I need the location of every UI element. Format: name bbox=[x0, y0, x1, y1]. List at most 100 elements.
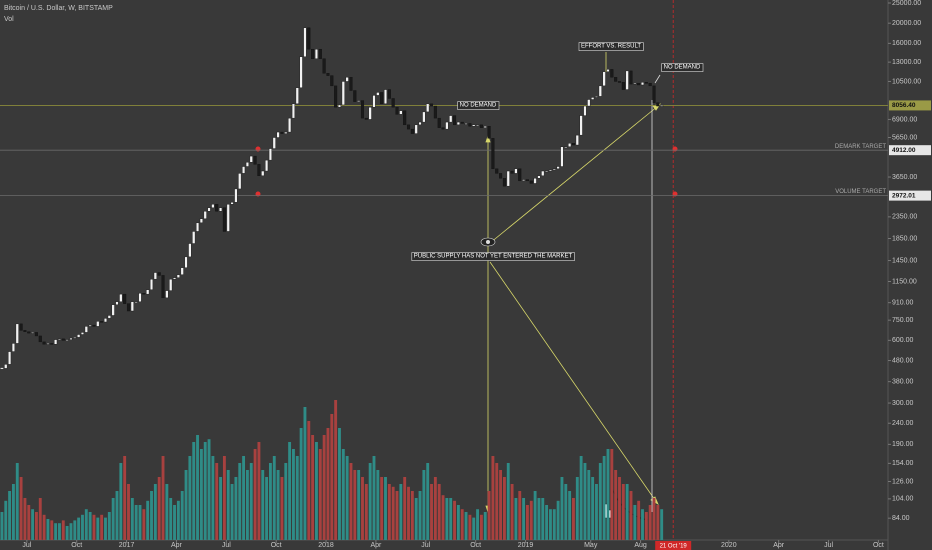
volume-bar bbox=[245, 470, 249, 540]
volume-bar bbox=[292, 449, 295, 540]
candle-body bbox=[433, 105, 437, 119]
candle-body bbox=[207, 207, 211, 212]
level-label: 4912.00 bbox=[892, 147, 916, 154]
candle-body bbox=[575, 134, 579, 146]
volume-bar bbox=[525, 505, 529, 540]
candle-body bbox=[119, 293, 123, 302]
volume-bar bbox=[453, 500, 456, 540]
y-tick-label: 20000.00 bbox=[892, 20, 921, 27]
volume-bar bbox=[107, 512, 111, 540]
x-tick-label: Aug bbox=[634, 542, 647, 549]
volume-bar bbox=[288, 442, 292, 540]
candle-body bbox=[199, 218, 203, 224]
volume-bar bbox=[499, 470, 503, 540]
volume-bar bbox=[641, 509, 644, 540]
volume-bar bbox=[602, 456, 606, 540]
candle-body bbox=[610, 69, 614, 78]
candle-body bbox=[395, 106, 399, 115]
volume-bar bbox=[545, 505, 549, 540]
annotation-box bbox=[411, 252, 575, 261]
candle-body bbox=[299, 56, 303, 88]
volume-bar bbox=[518, 491, 522, 540]
volume-bar bbox=[334, 400, 338, 540]
y-tick-label: 480.00 bbox=[892, 357, 914, 364]
candle-body bbox=[88, 324, 92, 327]
volume-bar bbox=[637, 500, 641, 540]
volume-bar bbox=[618, 477, 621, 540]
volume-bar bbox=[568, 491, 572, 540]
candle-body bbox=[660, 105, 664, 107]
candle-body bbox=[107, 315, 111, 319]
volume-bar bbox=[606, 449, 610, 540]
volume-bar bbox=[153, 484, 157, 540]
volume-bar bbox=[311, 435, 315, 540]
candle-body bbox=[453, 115, 457, 126]
candle-body bbox=[46, 343, 50, 345]
y-tick-label: 13000.00 bbox=[892, 59, 921, 66]
candle-body bbox=[230, 202, 234, 205]
candle-body bbox=[483, 126, 487, 128]
candles bbox=[0, 27, 664, 369]
volume-bar bbox=[353, 470, 357, 540]
candle-body bbox=[525, 179, 529, 182]
candle-body bbox=[410, 128, 414, 134]
candle-body bbox=[476, 124, 480, 127]
candle-body bbox=[215, 204, 219, 212]
volume-bar bbox=[318, 449, 322, 540]
volume-bar bbox=[364, 484, 368, 540]
candle-body bbox=[464, 123, 468, 125]
volume-bar bbox=[422, 470, 426, 540]
candle-body bbox=[126, 303, 131, 312]
volume-bar bbox=[349, 463, 353, 540]
candle-body bbox=[234, 188, 238, 203]
volume-bar bbox=[652, 498, 656, 540]
candle-body bbox=[568, 143, 572, 147]
volume-bar bbox=[445, 498, 449, 540]
candle-body bbox=[157, 272, 161, 276]
candle-body bbox=[594, 96, 599, 98]
volume-bar bbox=[426, 463, 430, 540]
volume-bar bbox=[123, 456, 127, 540]
x-tick-label: 2018 bbox=[318, 542, 334, 549]
arrow-line bbox=[489, 261, 656, 501]
x-tick-label: Oct bbox=[873, 542, 884, 549]
volume-bar bbox=[479, 514, 483, 540]
volume-bar bbox=[130, 498, 134, 540]
volume-bar bbox=[533, 491, 537, 540]
volume-bar bbox=[464, 512, 468, 540]
volume-bar bbox=[226, 470, 230, 540]
volume-bar bbox=[272, 456, 276, 540]
x-tick-label: Apr bbox=[171, 542, 183, 549]
volume-bar bbox=[92, 514, 96, 540]
level-tag bbox=[889, 100, 931, 111]
x-tick-label: 2017 bbox=[119, 542, 135, 549]
volume-bar bbox=[242, 456, 246, 540]
volume-bar bbox=[4, 500, 8, 540]
volume-bar bbox=[372, 456, 376, 540]
candle-body bbox=[422, 111, 426, 123]
candle-body bbox=[487, 126, 491, 139]
volume-bar bbox=[104, 517, 107, 540]
volume-bar bbox=[65, 526, 69, 540]
volume-bar bbox=[69, 523, 73, 540]
volume-bar bbox=[522, 498, 526, 540]
volume-bar bbox=[510, 484, 514, 540]
volume-bar bbox=[338, 428, 341, 540]
volume-bar bbox=[614, 470, 618, 540]
candle-body bbox=[518, 168, 522, 182]
candle-body bbox=[460, 121, 464, 124]
candle-body bbox=[548, 169, 552, 172]
volume-bar bbox=[268, 463, 272, 540]
candle-body bbox=[571, 143, 576, 146]
volume-bar bbox=[111, 498, 115, 540]
volume-bar bbox=[403, 477, 407, 540]
volume-bar bbox=[146, 500, 150, 540]
volume-bar bbox=[303, 407, 307, 540]
annotation-box bbox=[578, 42, 644, 51]
candle-body bbox=[587, 99, 591, 107]
volume-bar bbox=[345, 456, 349, 540]
candle-body bbox=[253, 155, 257, 165]
candle-body bbox=[445, 121, 449, 130]
volume-bar bbox=[295, 456, 299, 540]
